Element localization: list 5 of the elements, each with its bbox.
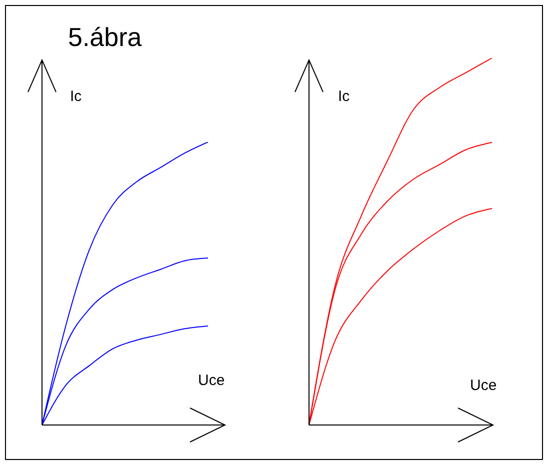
x-axis-title: Uce	[198, 372, 225, 389]
chart-title: 5.ábra	[68, 22, 142, 53]
y-axis-title: Ic	[70, 88, 82, 105]
x-axis-title: Uce	[470, 377, 497, 394]
y-axis-title: Ic	[338, 88, 350, 105]
